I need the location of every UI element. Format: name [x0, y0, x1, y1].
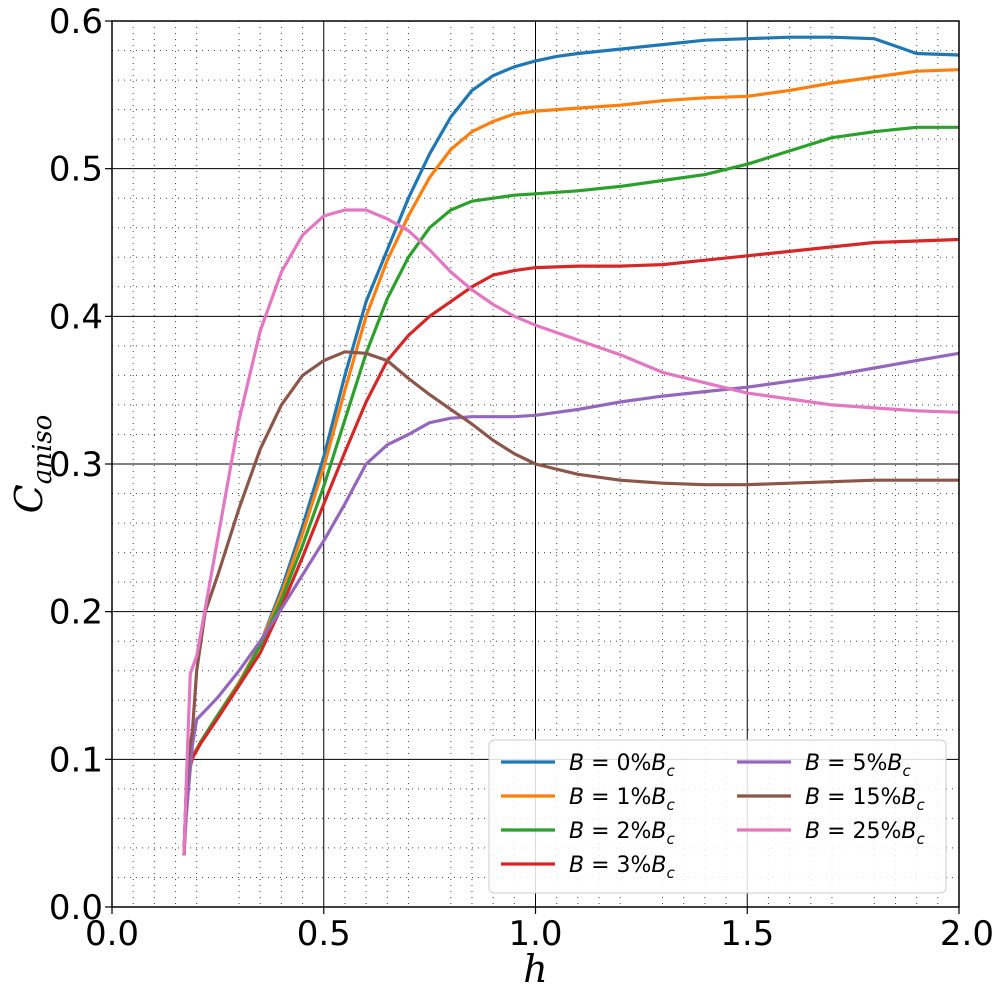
y-axis-title-subscript: aniso [28, 415, 58, 485]
y-tick-label: 0.5 [49, 150, 103, 190]
y-tick-label: 0.4 [49, 297, 103, 337]
legend-entry: B = 5%Bc [805, 751, 912, 780]
y-tick-label: 0.2 [49, 593, 103, 633]
x-tick-label: 0.0 [85, 914, 139, 954]
y-tick-label: 0.6 [49, 2, 103, 42]
series-line [182, 237, 960, 856]
series-line [182, 351, 960, 856]
legend-entry: B = 2%Bc [569, 819, 676, 848]
series-line [182, 125, 959, 856]
x-tick-label: 1.5 [720, 914, 774, 954]
legend-box [488, 739, 947, 894]
x-tick-label: 1.0 [508, 914, 562, 954]
y-tick-label: 0.3 [49, 445, 103, 485]
x-axis-title: h [523, 947, 547, 991]
legend: B = 0%Bc B = 1%Bc B = 2%Bc B = 3%Bc B = 5%Bc… [488, 739, 947, 894]
y-tick-label: 0.0 [49, 888, 103, 928]
legend-entry: B = 15%Bc [805, 785, 926, 814]
x-tick-label: 2.0 [940, 914, 994, 954]
legend-entry: B = 3%Bc [569, 853, 676, 882]
y-axis-title: Caniso [7, 415, 58, 514]
y-axis-title-main: C [7, 484, 51, 513]
x-tick-label: 0.5 [297, 914, 351, 954]
legend-entry: B = 1%Bc [569, 785, 676, 814]
legend-entry: B = 0%Bc [569, 751, 676, 780]
y-tick-label: 0.1 [49, 740, 103, 780]
series-line [182, 208, 960, 856]
x-axis-ticks: 0.0 0.5 1.0 1.5 2.0 [85, 907, 994, 954]
y-axis-ticks: 0.0 0.1 0.2 0.3 0.4 0.5 0.6 [49, 2, 112, 928]
series-layer [182, 35, 960, 856]
legend-entry: B = 25%Bc [805, 819, 926, 848]
